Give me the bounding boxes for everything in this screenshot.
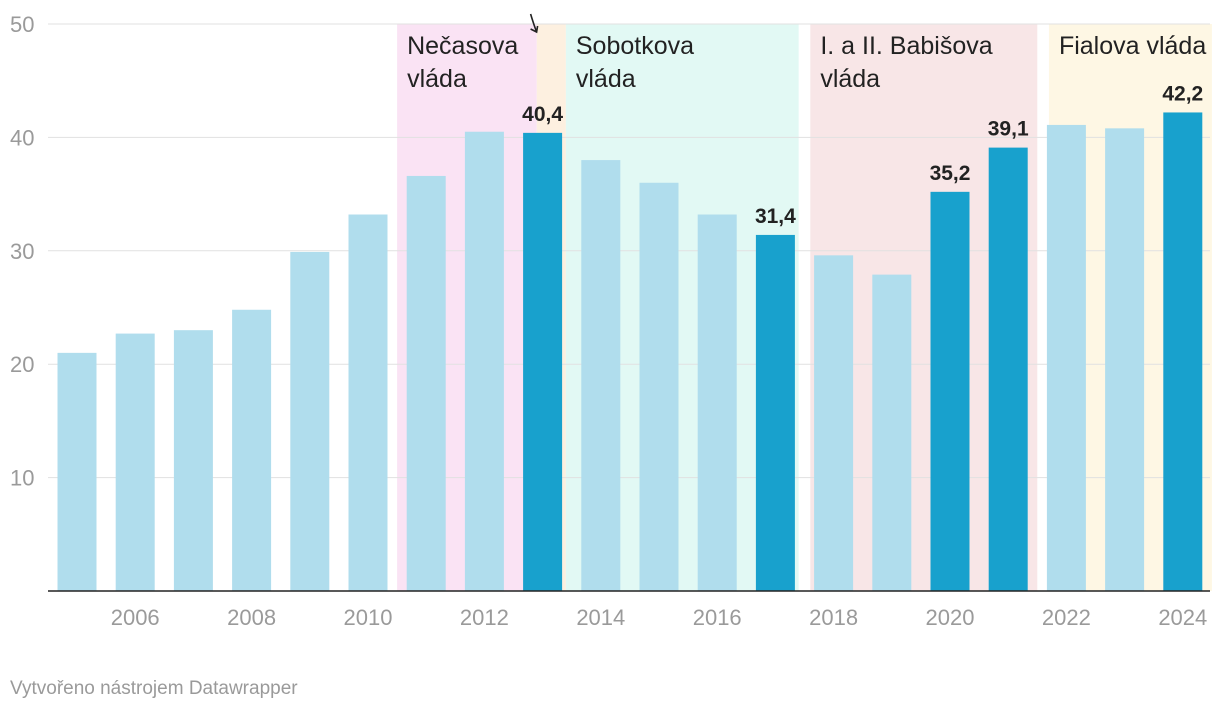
x-tick-label: 2006 [111, 605, 160, 630]
bar-chart: 10 20 30 40 50 40,4 31,4 35,2 39,1 42,2 Nečasova… [10, 12, 1212, 630]
x-tick-label: 2010 [344, 605, 393, 630]
bar-2024 [1163, 112, 1203, 592]
annotation-arrow [529, 13, 539, 34]
bar-2016 [697, 214, 737, 591]
bar-2018 [814, 255, 854, 591]
period-label: vláda [407, 65, 467, 93]
period-label: Fialova vláda [1059, 32, 1206, 60]
period-label: vláda [820, 65, 880, 93]
annotations [529, 13, 539, 34]
x-tick-label: 2024 [1158, 605, 1207, 630]
y-tick-label: 50 [10, 12, 34, 37]
x-tick-label: 2008 [227, 605, 276, 630]
footer-credit: Vytvořeno nástrojem Datawrapper [10, 678, 298, 699]
y-tick-label: 10 [10, 466, 34, 491]
data-label-2020: 35,2 [930, 162, 971, 185]
bar-2010 [348, 214, 388, 591]
data-labels: 40,4 31,4 35,2 39,1 42,2 [522, 82, 1203, 227]
data-label-2021: 39,1 [988, 118, 1029, 141]
bar-2014 [581, 160, 621, 591]
bar-2009 [290, 251, 330, 591]
x-tick-label: 2018 [809, 605, 858, 630]
bar-2022 [1046, 124, 1086, 592]
bar-2007 [173, 330, 213, 591]
x-tick-label: 2014 [576, 605, 625, 630]
period-label: Sobotkova [576, 32, 694, 60]
bar-2008 [232, 309, 272, 591]
period-bands [397, 24, 1212, 591]
x-tick-label: 2020 [926, 605, 975, 630]
bars [57, 112, 1203, 592]
period-labels: Nečasova vláda Sobotkova vláda I. a II. Babi… [407, 32, 1206, 93]
period-label: I. a II. Babišova [820, 32, 992, 60]
bar-2023 [1105, 128, 1145, 591]
bar-2020 [930, 191, 970, 591]
y-tick-label: 20 [10, 352, 34, 377]
bar-2021 [988, 147, 1028, 591]
data-label-2017: 31,4 [755, 205, 796, 228]
data-label-2013: 40,4 [522, 103, 563, 126]
bar-2013 [523, 132, 563, 591]
bar-2019 [872, 274, 912, 591]
x-tick-label: 2022 [1042, 605, 1091, 630]
period-label: Nečasova [407, 32, 518, 60]
y-tick-label: 40 [10, 125, 34, 150]
y-tick-label: 30 [10, 239, 34, 264]
bar-2005 [57, 352, 97, 591]
x-tick-label: 2012 [460, 605, 509, 630]
bar-2012 [464, 131, 504, 592]
data-label-2024: 42,2 [1162, 82, 1203, 105]
bar-2006 [115, 333, 155, 591]
y-axis-ticks: 10 20 30 40 50 [10, 12, 34, 491]
bar-2011 [406, 175, 446, 591]
period-label: vláda [576, 65, 636, 93]
bar-2017 [755, 234, 795, 591]
x-axis-ticks: 2006 2008 2010 2012 2014 2016 2018 2020 2022 2024 [48, 590, 1210, 630]
x-tick-label: 2016 [693, 605, 742, 630]
bar-2015 [639, 182, 679, 591]
